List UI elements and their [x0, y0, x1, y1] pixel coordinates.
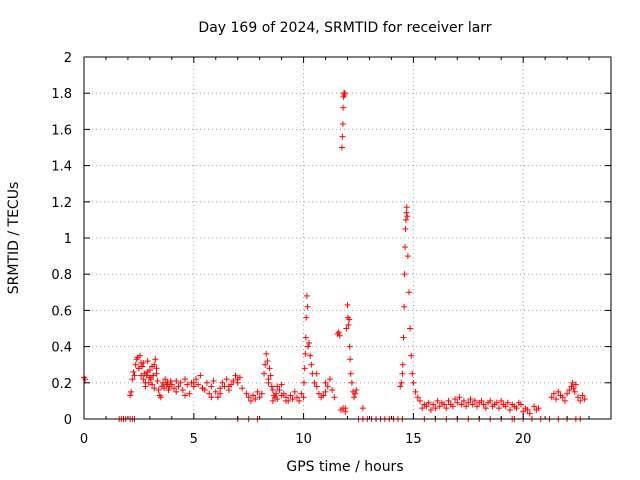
data-point	[267, 365, 273, 371]
data-point	[152, 356, 158, 362]
data-point	[269, 383, 275, 389]
y-tick-label: 0.8	[51, 268, 72, 283]
data-point	[402, 271, 408, 277]
data-point	[208, 383, 214, 389]
data-point	[360, 405, 366, 411]
data-point	[127, 392, 133, 398]
data-point	[399, 371, 405, 377]
data-point	[348, 371, 354, 377]
data-point	[349, 380, 355, 386]
data-series-srmtid	[81, 90, 588, 422]
data-point	[263, 351, 269, 357]
data-point	[182, 376, 188, 382]
data-point	[402, 244, 408, 250]
data-point	[303, 315, 309, 321]
data-point	[405, 253, 411, 259]
data-point	[339, 145, 345, 151]
data-point	[403, 217, 409, 223]
data-point	[270, 387, 276, 393]
y-tick-label: 1.6	[51, 123, 72, 138]
y-tick-label: 0.4	[51, 341, 72, 356]
y-tick-label: 1.4	[51, 160, 72, 175]
x-axis-title: GPS time / hours	[286, 459, 403, 475]
data-point	[305, 344, 311, 350]
y-tick-label: 0.6	[51, 304, 72, 319]
data-point	[329, 387, 335, 393]
data-point	[155, 378, 161, 384]
data-point	[572, 389, 578, 395]
x-tick-label: 15	[405, 432, 422, 447]
data-point	[339, 134, 345, 140]
y-tick-label: 2	[64, 51, 72, 66]
data-point	[331, 394, 337, 400]
data-point	[327, 376, 333, 382]
data-point	[401, 304, 407, 310]
data-point	[340, 105, 346, 111]
data-point	[301, 380, 307, 386]
y-axis-title: SRMTID / TECUs	[6, 182, 22, 295]
y-tick-label: 0	[64, 413, 72, 428]
data-point	[400, 362, 406, 368]
data-point	[409, 371, 415, 377]
data-point	[347, 344, 353, 350]
data-point	[507, 407, 513, 413]
data-point	[304, 293, 310, 299]
data-point	[496, 405, 502, 411]
data-point	[400, 335, 406, 341]
axis-ticks: 0 5 10 15 20 0 0.2 0.4 0.6 0.8 1 1.2 1.4 1.6 1.8 2	[51, 51, 611, 447]
grid	[84, 57, 611, 419]
data-point	[305, 304, 311, 310]
x-tick-label: 5	[190, 432, 198, 447]
data-point	[130, 369, 136, 375]
data-point	[397, 383, 403, 389]
x-tick-label: 20	[515, 432, 532, 447]
x-tick-label: 10	[295, 432, 312, 447]
data-point	[303, 335, 309, 341]
data-point	[340, 121, 346, 127]
data-point	[308, 362, 314, 368]
y-tick-label: 0.2	[51, 377, 72, 392]
data-point	[314, 371, 320, 377]
data-point	[306, 340, 312, 346]
data-point	[406, 289, 412, 295]
data-point	[204, 380, 210, 386]
data-point	[302, 365, 308, 371]
chart-title: Day 169 of 2024, SRMTID for receiver lar…	[198, 20, 491, 36]
data-point	[128, 389, 134, 395]
data-point	[404, 204, 410, 210]
data-point	[398, 380, 404, 386]
data-point	[410, 380, 416, 386]
data-point	[351, 394, 357, 400]
data-point	[403, 210, 409, 216]
data-point	[261, 371, 267, 377]
y-tick-label: 1	[64, 232, 72, 247]
data-point	[197, 373, 203, 379]
data-point	[211, 378, 217, 384]
data-point	[402, 226, 408, 232]
plot-frame	[84, 57, 611, 419]
data-point	[345, 302, 351, 308]
data-point	[265, 380, 271, 386]
x-tick-label: 0	[80, 432, 88, 447]
data-point	[224, 376, 230, 382]
data-point	[239, 385, 245, 391]
y-tick-label: 1.2	[51, 196, 72, 211]
data-point	[292, 389, 298, 395]
y-tick-label: 1.8	[51, 87, 72, 102]
data-point	[347, 356, 353, 362]
data-point	[180, 387, 186, 393]
data-point	[404, 213, 410, 219]
srmtid-chart: 0 5 10 15 20 0 0.2 0.4 0.6 0.8 1 1.2 1.4 1.6 1.8 2 Day …	[0, 0, 640, 480]
data-point	[133, 362, 139, 368]
data-point	[407, 326, 413, 332]
